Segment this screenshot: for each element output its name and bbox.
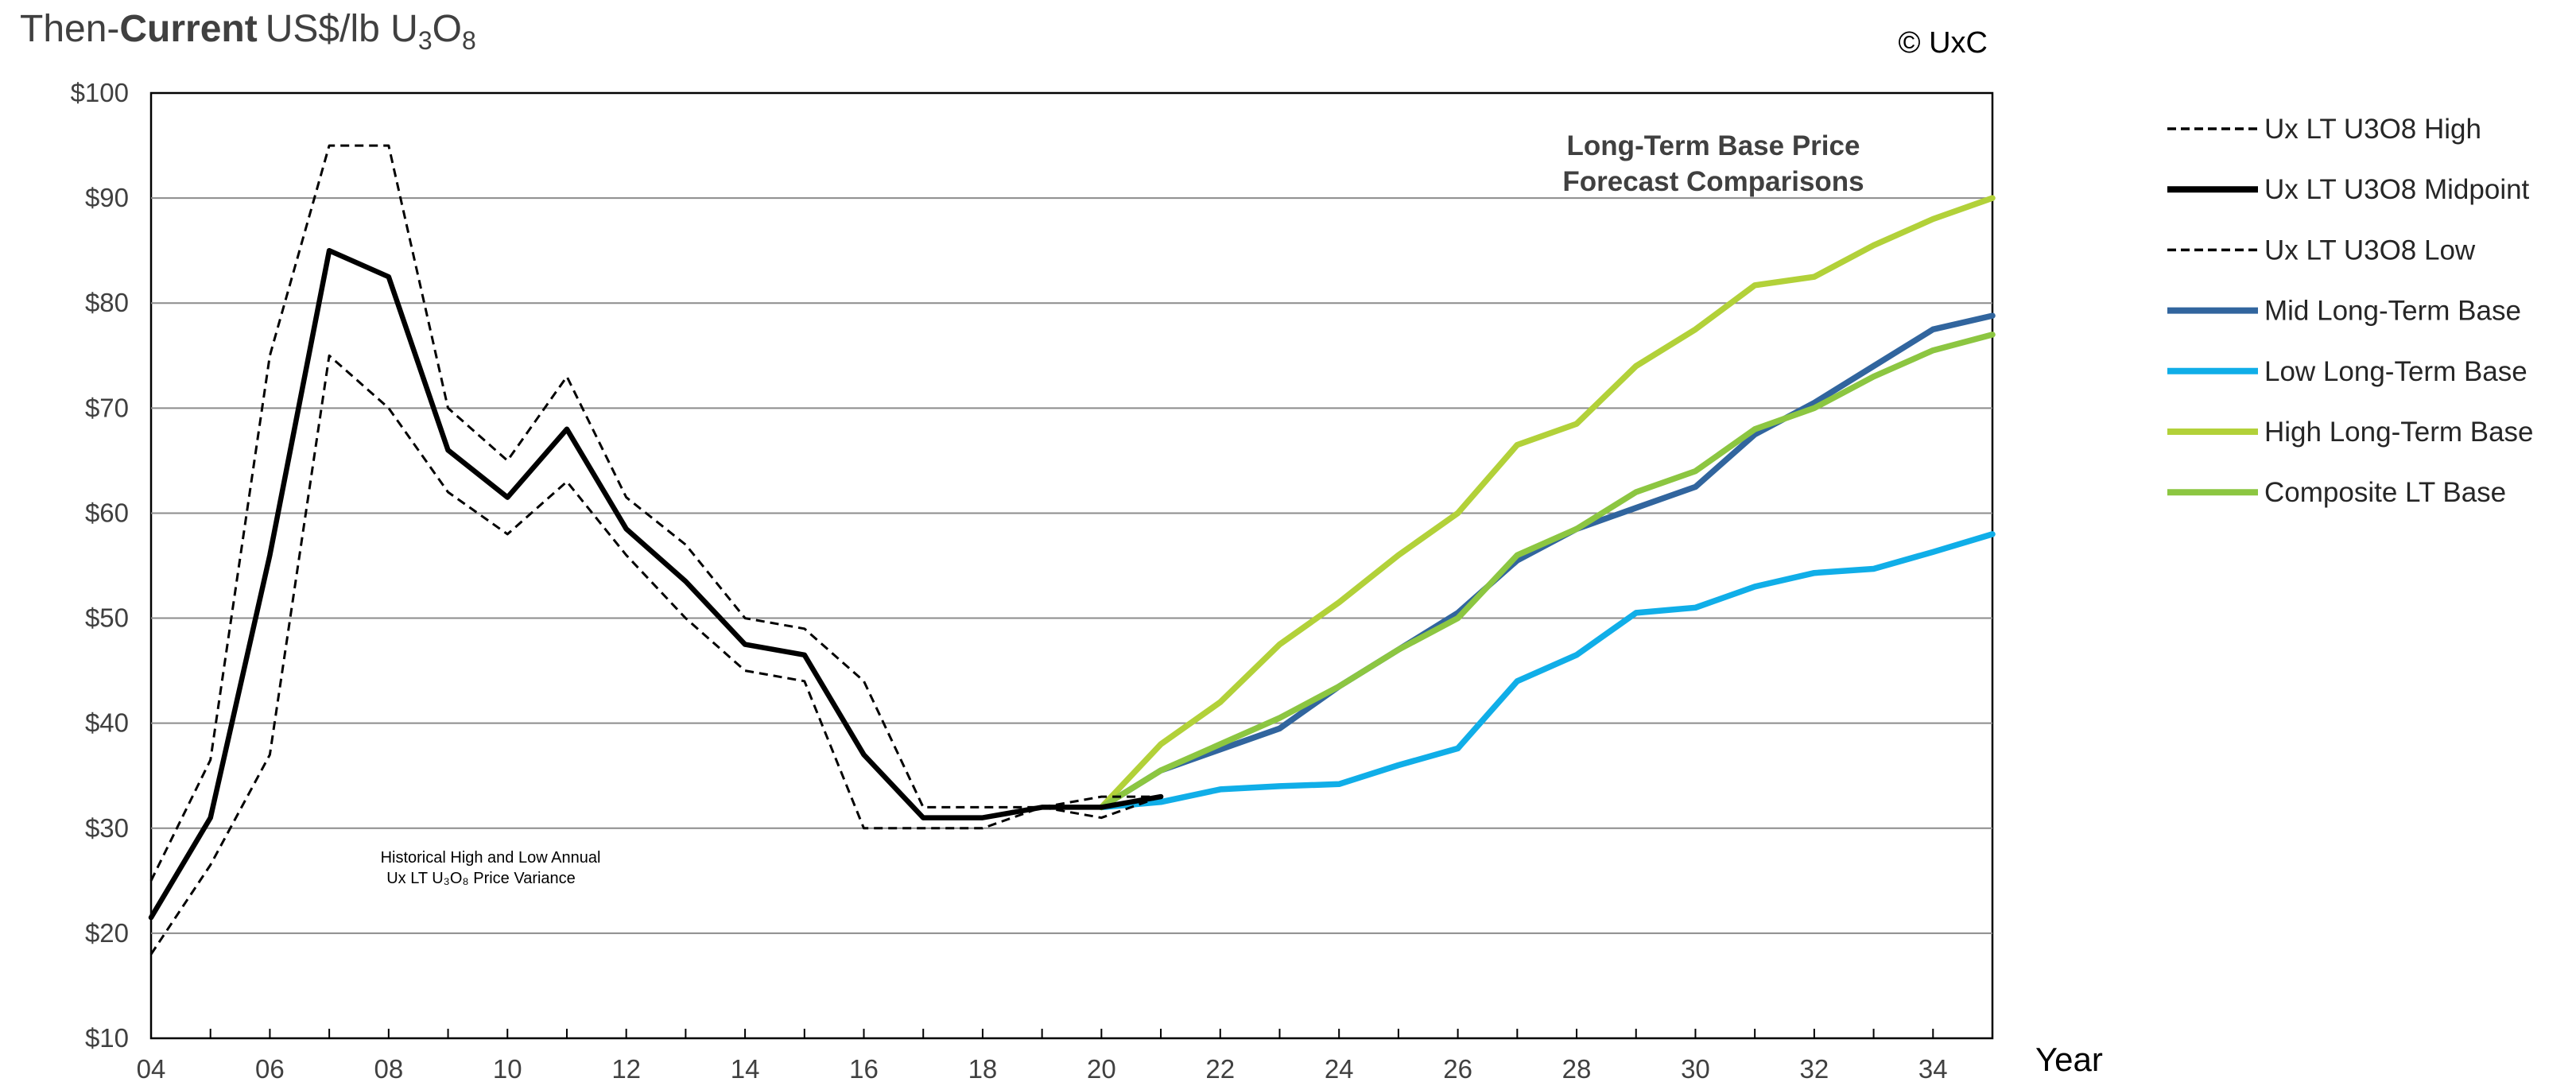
plot-area — [149, 91, 1994, 1040]
x-tick-label: 18 — [968, 1054, 998, 1082]
x-tick-label: 16 — [849, 1054, 879, 1082]
annotation-line-1: Historical High and Low Annual — [381, 849, 601, 867]
x-tick-label: 10 — [493, 1054, 522, 1082]
legend-label-composite-lt-base: Composite LT Base — [2264, 477, 2506, 508]
x-tick-label: 32 — [1800, 1054, 1829, 1082]
annotation-line-2: Ux LT U₃O₈ Price Variance — [386, 870, 576, 887]
y-tick-label: $100 — [71, 78, 129, 107]
series-line-composite-lt-base — [1098, 332, 1996, 811]
legend-label-low-long-term-base: Low Long-Term Base — [2264, 356, 2528, 387]
x-tick-label: 20 — [1087, 1054, 1116, 1082]
x-tick-label: 28 — [1562, 1054, 1592, 1082]
legend-label-mid-long-term-base: Mid Long-Term Base — [2264, 296, 2521, 327]
x-tick-label: 08 — [374, 1054, 403, 1082]
legend-label-high-long-term-base: High Long-Term Base — [2264, 417, 2534, 448]
chart-title-line-1: Long-Term Base Price — [1567, 130, 1860, 161]
title-subscript-8: 8 — [462, 26, 476, 55]
series-line-mid-long-term-base — [1098, 312, 1996, 811]
gridlines — [151, 197, 1992, 934]
series-line-high-long-term-base — [1098, 195, 1996, 811]
title-unit: US$/lb U — [266, 8, 418, 50]
y-tick-label: $50 — [85, 603, 129, 633]
y-axis: $10 $20 $30 $40 $50 $60 $70 $80 $90 $100 — [71, 78, 129, 1053]
x-tick-label: 34 — [1918, 1054, 1948, 1082]
x-tick-label: 14 — [731, 1054, 760, 1082]
legend: Ux LT U3O8 High Ux LT U3O8 Midpoint Ux LT … — [2167, 114, 2534, 508]
y-tick-label: $40 — [85, 708, 129, 738]
y-tick-label: $80 — [85, 288, 129, 317]
legend-label-ux-lt-u3o8-midpoint: Ux LT U3O8 Midpoint — [2264, 174, 2530, 205]
y-tick-label: $30 — [85, 813, 129, 843]
title-subscript-3: 3 — [418, 26, 433, 55]
title-o: O — [433, 8, 462, 50]
title-bold: Current — [119, 8, 257, 50]
x-tick-label: 24 — [1325, 1054, 1354, 1082]
x-axis: 04 06 08 10 12 14 16 18 20 22 24 26 28 30 32 34 — [137, 1029, 1993, 1082]
legend-label-ux-lt-u3o8-high: Ux LT U3O8 High — [2264, 114, 2481, 145]
y-tick-label: $90 — [85, 183, 129, 212]
series-lines — [148, 144, 1996, 956]
x-tick-label: 12 — [611, 1054, 641, 1082]
series-line-low-long-term-base — [1098, 531, 1996, 811]
y-tick-label: $70 — [85, 393, 129, 422]
x-axis-title: Year — [2035, 1041, 2103, 1078]
series-line-ux-lt-u3o8-high — [149, 144, 1162, 882]
y-tick-label: $10 — [85, 1023, 129, 1053]
x-tick-label: 26 — [1443, 1054, 1472, 1082]
series-line-ux-lt-u3o8-midpoint — [148, 247, 1164, 921]
x-tick-label: 30 — [1681, 1054, 1710, 1082]
title-prefix: Then- — [20, 8, 119, 50]
y-tick-label: $60 — [85, 498, 129, 527]
x-tick-label: 04 — [137, 1054, 166, 1082]
chart-title-line-2: Forecast Comparisons — [1562, 166, 1864, 197]
y-tick-label: $20 — [85, 918, 129, 948]
x-tick-label: 06 — [255, 1054, 285, 1082]
series-line-ux-lt-u3o8-low — [149, 354, 1162, 956]
legend-label-ux-lt-u3o8-low: Ux LT U3O8 Low — [2264, 235, 2476, 266]
x-tick-label: 22 — [1205, 1054, 1235, 1082]
copyright-label: © UxC — [1899, 26, 1988, 60]
page-title: Then-Current US$/lb U3O8 — [20, 8, 476, 55]
